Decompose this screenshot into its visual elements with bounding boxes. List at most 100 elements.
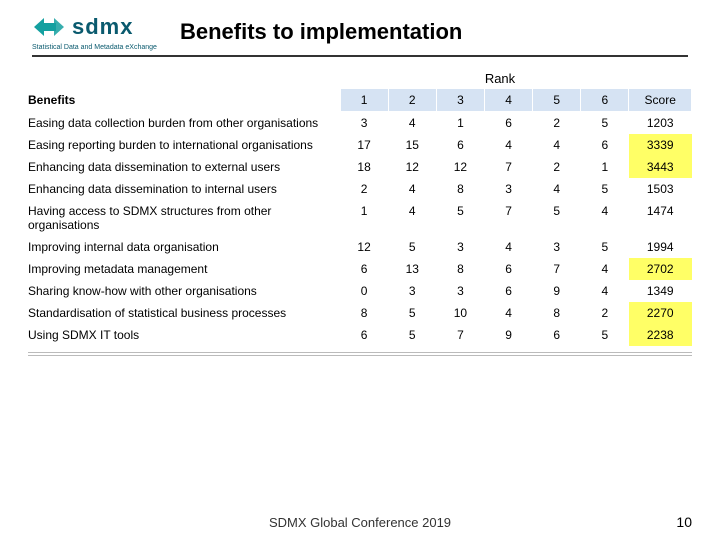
rank-cell: 18 bbox=[340, 156, 388, 178]
rank-cell: 4 bbox=[484, 236, 532, 258]
rank-cell: 6 bbox=[340, 324, 388, 346]
rank-cell: 10 bbox=[436, 302, 484, 324]
benefit-label: Easing reporting burden to international… bbox=[28, 134, 340, 156]
score-cell: 3443 bbox=[629, 156, 692, 178]
rank-cell: 2 bbox=[533, 112, 581, 135]
benefit-label: Enhancing data dissemination to external… bbox=[28, 156, 340, 178]
score-cell: 1503 bbox=[629, 178, 692, 200]
rank-cell: 0 bbox=[340, 280, 388, 302]
rank-cell: 7 bbox=[436, 324, 484, 346]
rank-cell: 4 bbox=[581, 280, 629, 302]
rank-cell: 4 bbox=[581, 200, 629, 236]
rank-cell: 1 bbox=[436, 112, 484, 135]
table-row: Enhancing data dissemination to internal… bbox=[28, 178, 692, 200]
rank-group-label: Rank bbox=[28, 71, 692, 86]
rank-cell: 1 bbox=[581, 156, 629, 178]
rank-cell: 6 bbox=[436, 134, 484, 156]
benefit-label: Enhancing data dissemination to internal… bbox=[28, 178, 340, 200]
rank-cell: 5 bbox=[388, 236, 436, 258]
rank-cell: 4 bbox=[388, 112, 436, 135]
rank-header-3: 3 bbox=[436, 89, 484, 112]
table-row: Using SDMX IT tools6579652238 bbox=[28, 324, 692, 346]
rank-cell: 5 bbox=[581, 324, 629, 346]
rank-cell: 4 bbox=[484, 134, 532, 156]
slide: sdmx Statistical Data and Metadata eXcha… bbox=[0, 0, 720, 540]
rank-cell: 5 bbox=[388, 302, 436, 324]
score-cell: 1203 bbox=[629, 112, 692, 135]
benefit-label: Using SDMX IT tools bbox=[28, 324, 340, 346]
score-cell: 2270 bbox=[629, 302, 692, 324]
rank-cell: 4 bbox=[581, 258, 629, 280]
rank-header-2: 2 bbox=[388, 89, 436, 112]
benefits-header-cell: Benefits bbox=[28, 89, 340, 112]
rank-cell: 5 bbox=[581, 112, 629, 135]
table-row: Improving internal data organisation1253… bbox=[28, 236, 692, 258]
rank-cell: 5 bbox=[533, 200, 581, 236]
logo-text: sdmx bbox=[72, 14, 133, 40]
logo-row: sdmx bbox=[32, 12, 133, 42]
benefit-label: Standardisation of statistical business … bbox=[28, 302, 340, 324]
page-number: 10 bbox=[676, 514, 692, 530]
rank-cell: 9 bbox=[484, 324, 532, 346]
score-cell: 1994 bbox=[629, 236, 692, 258]
benefit-label: Sharing know-how with other organisation… bbox=[28, 280, 340, 302]
rank-cell: 5 bbox=[581, 178, 629, 200]
rank-cell: 3 bbox=[436, 280, 484, 302]
rank-cell: 5 bbox=[388, 324, 436, 346]
benefits-header-label: Benefits bbox=[28, 93, 336, 107]
rank-header-1: 1 bbox=[340, 89, 388, 112]
rank-cell: 4 bbox=[533, 134, 581, 156]
slide-header: sdmx Statistical Data and Metadata eXcha… bbox=[0, 0, 720, 55]
rank-cell: 3 bbox=[340, 112, 388, 135]
logo-block: sdmx Statistical Data and Metadata eXcha… bbox=[32, 12, 162, 51]
rank-cell: 3 bbox=[436, 236, 484, 258]
rank-cell: 6 bbox=[484, 280, 532, 302]
rank-cell: 12 bbox=[388, 156, 436, 178]
footer-divider bbox=[28, 352, 692, 356]
rank-cell: 13 bbox=[388, 258, 436, 280]
score-cell: 2702 bbox=[629, 258, 692, 280]
benefit-label: Improving metadata management bbox=[28, 258, 340, 280]
rank-cell: 6 bbox=[340, 258, 388, 280]
rank-cell: 3 bbox=[533, 236, 581, 258]
rank-cell: 9 bbox=[533, 280, 581, 302]
arrows-icon bbox=[32, 12, 66, 42]
rank-header-4: 4 bbox=[484, 89, 532, 112]
rank-header-6: 6 bbox=[581, 89, 629, 112]
rank-cell: 7 bbox=[533, 258, 581, 280]
rank-cell: 12 bbox=[436, 156, 484, 178]
rank-cell: 7 bbox=[484, 200, 532, 236]
score-header: Score bbox=[629, 89, 692, 112]
table-row: Standardisation of statistical business … bbox=[28, 302, 692, 324]
score-cell: 3339 bbox=[629, 134, 692, 156]
logo-subtitle: Statistical Data and Metadata eXchange bbox=[32, 44, 157, 51]
benefit-label: Easing data collection burden from other… bbox=[28, 112, 340, 135]
rank-cell: 12 bbox=[340, 236, 388, 258]
rank-cell: 4 bbox=[484, 302, 532, 324]
score-cell: 1349 bbox=[629, 280, 692, 302]
rank-cell: 4 bbox=[388, 200, 436, 236]
rank-cell: 5 bbox=[436, 200, 484, 236]
benefits-table: Benefits123456ScoreEasing data collectio… bbox=[28, 88, 692, 346]
rank-cell: 6 bbox=[484, 112, 532, 135]
table-row: Easing data collection burden from other… bbox=[28, 112, 692, 135]
table-row: Improving metadata management61386742702 bbox=[28, 258, 692, 280]
rank-cell: 17 bbox=[340, 134, 388, 156]
rank-cell: 2 bbox=[340, 178, 388, 200]
title-underline bbox=[32, 55, 688, 57]
rank-cell: 8 bbox=[340, 302, 388, 324]
table-row: Easing reporting burden to international… bbox=[28, 134, 692, 156]
rank-cell: 6 bbox=[533, 324, 581, 346]
benefit-label: Having access to SDMX structures from ot… bbox=[28, 200, 340, 236]
rank-cell: 4 bbox=[388, 178, 436, 200]
rank-cell: 8 bbox=[436, 258, 484, 280]
rank-cell: 2 bbox=[533, 156, 581, 178]
content-area: Rank Benefits123456ScoreEasing data coll… bbox=[0, 65, 720, 346]
rank-cell: 2 bbox=[581, 302, 629, 324]
table-row: Enhancing data dissemination to external… bbox=[28, 156, 692, 178]
rank-cell: 3 bbox=[484, 178, 532, 200]
rank-cell: 6 bbox=[484, 258, 532, 280]
rank-header-5: 5 bbox=[533, 89, 581, 112]
footer-text: SDMX Global Conference 2019 bbox=[0, 515, 720, 530]
rank-cell: 3 bbox=[388, 280, 436, 302]
